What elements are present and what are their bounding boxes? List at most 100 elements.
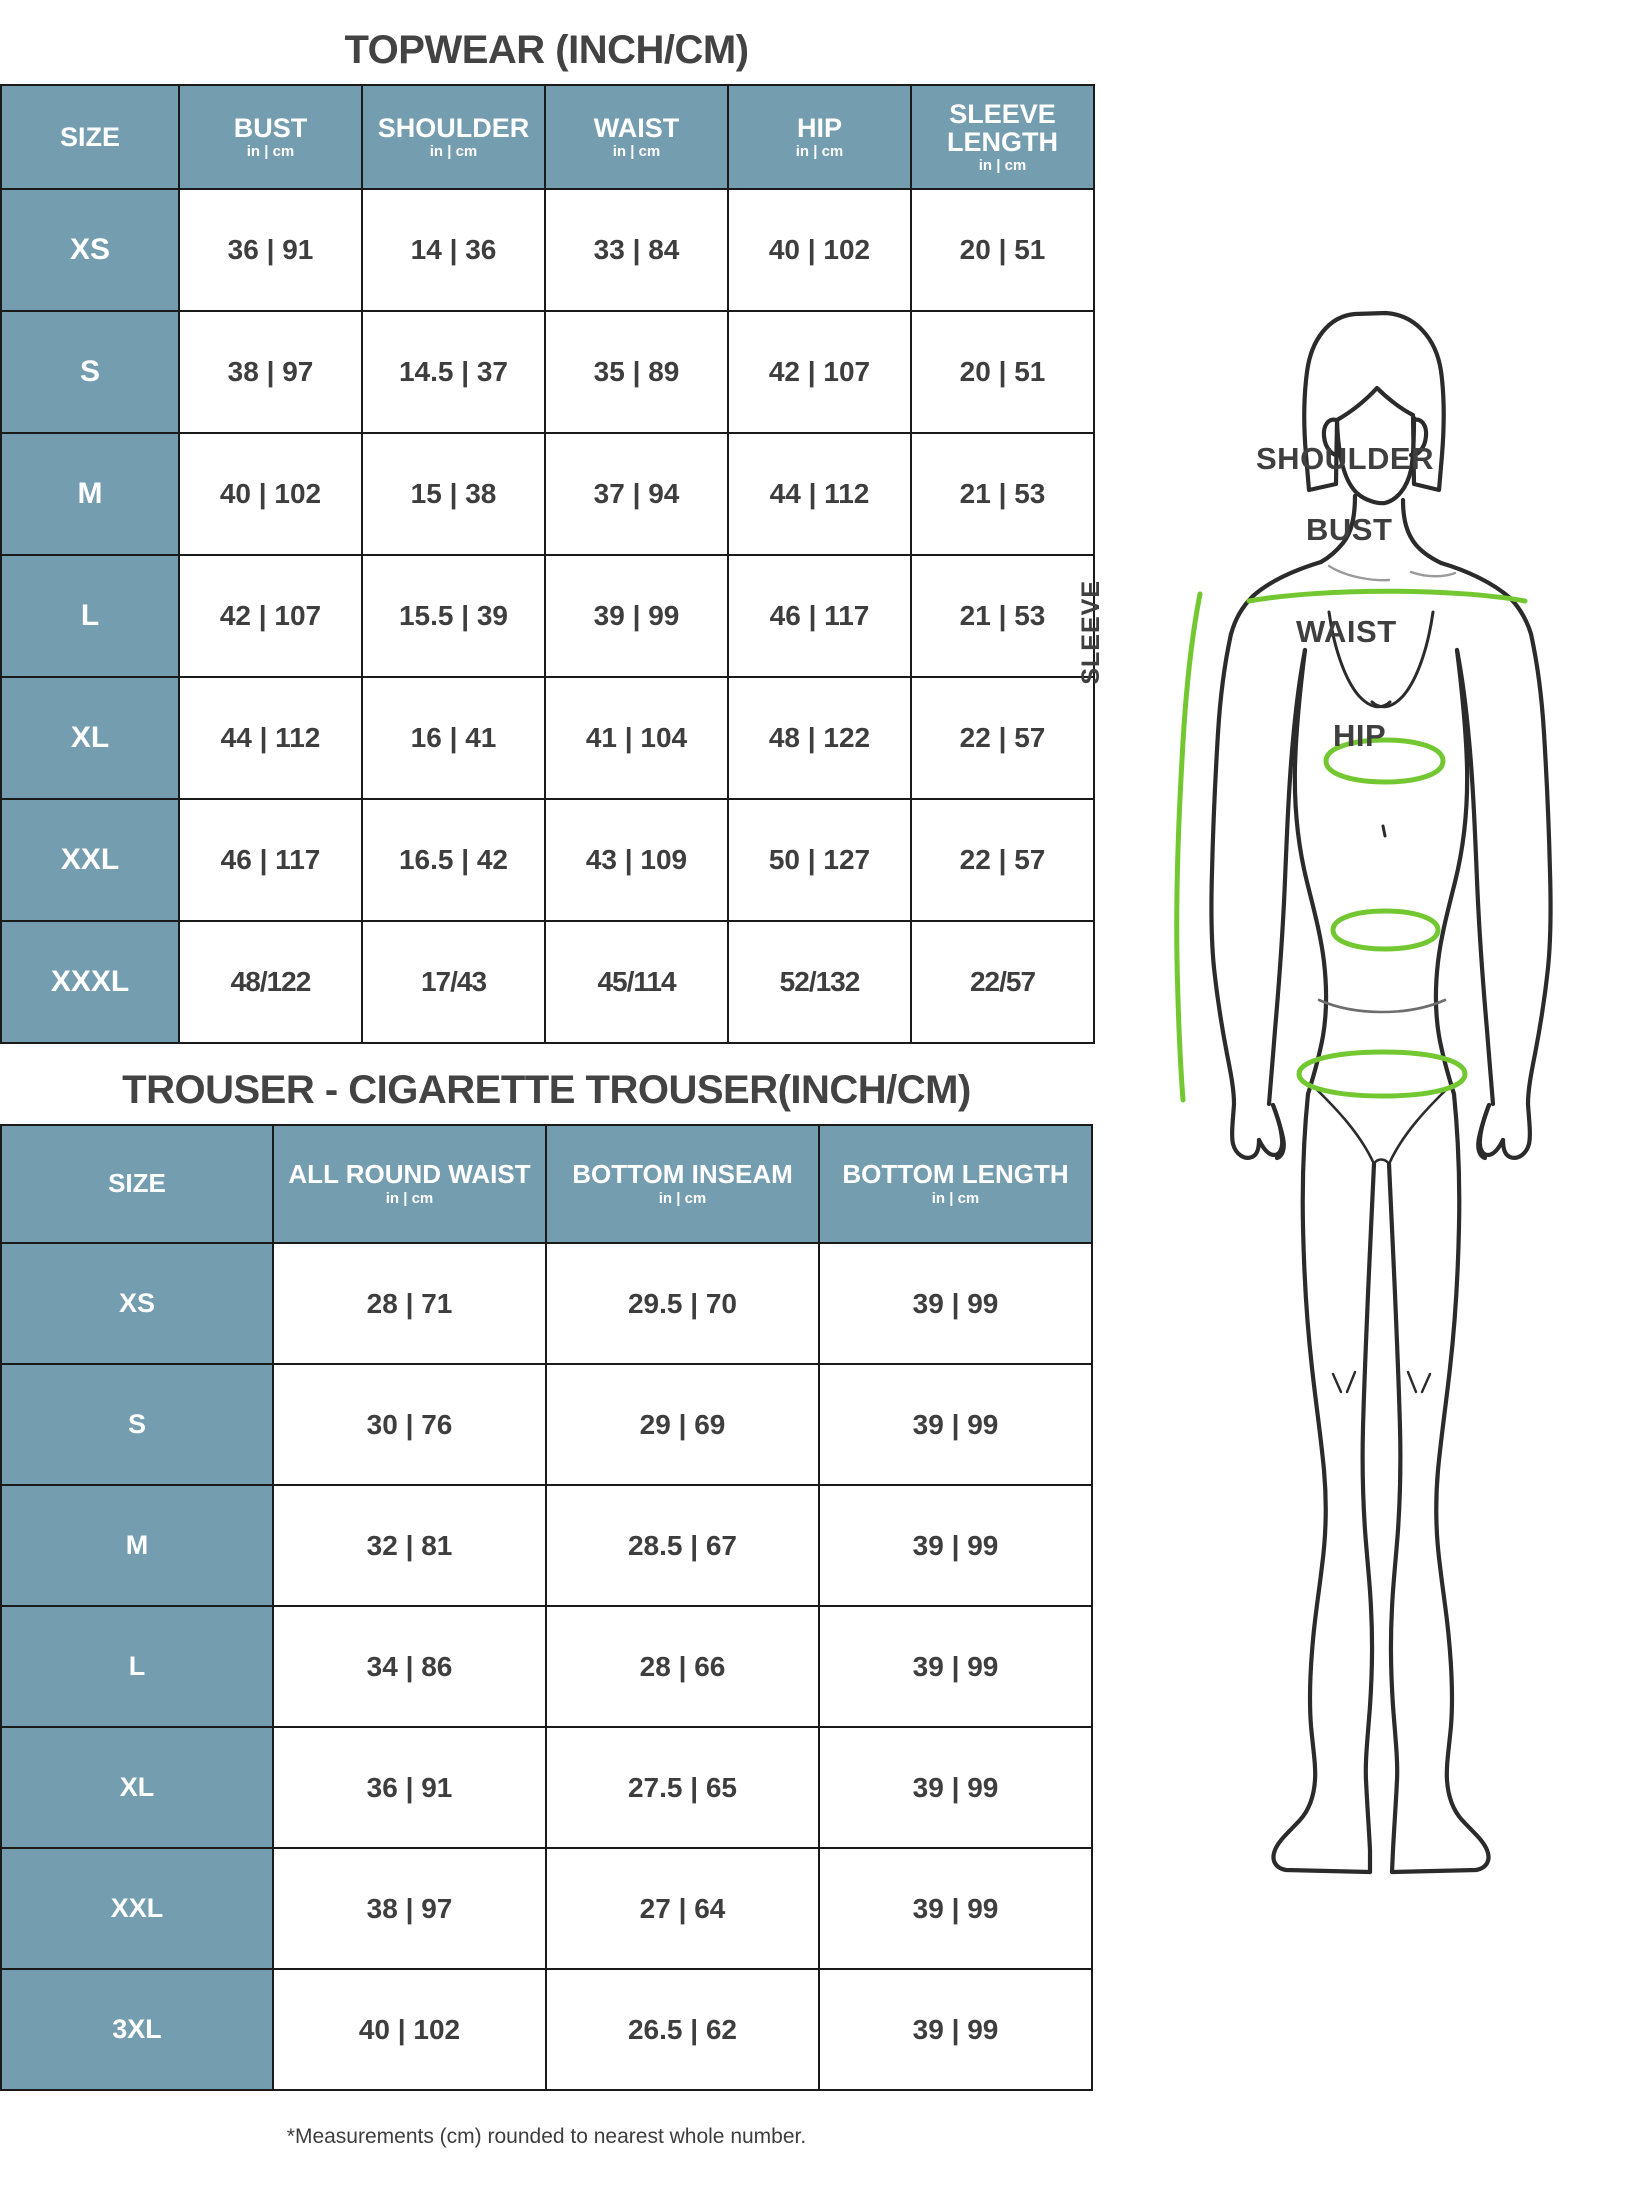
size-label: XXL xyxy=(0,798,180,922)
sleeve-value: 22 | 57 xyxy=(910,798,1095,922)
hip-value: 42 | 107 xyxy=(727,310,912,434)
bottom-inseam-value: 28.5 | 67 xyxy=(545,1484,820,1607)
shoulder-value: 17/43 xyxy=(361,920,546,1044)
size-label: M xyxy=(0,1484,274,1607)
col-title: WAIST xyxy=(593,112,680,143)
trouser-col-all-round-waist: ALL ROUND WAIST in | cm xyxy=(272,1124,547,1244)
shoulder-value: 14.5 | 37 xyxy=(361,310,546,434)
waist-value: 43 | 109 xyxy=(544,798,729,922)
figure-label-shoulder: SHOULDER xyxy=(1256,441,1434,476)
bottom-inseam-value: 27.5 | 65 xyxy=(545,1726,820,1849)
waist-value: 45/114 xyxy=(544,920,729,1044)
col-units: in | cm xyxy=(612,143,661,161)
trouser-col-size: SIZE xyxy=(0,1124,274,1244)
figure-label-waist: WAIST xyxy=(1296,614,1397,649)
col-units: in | cm xyxy=(385,1189,434,1207)
bottom-inseam-value: 27 | 64 xyxy=(545,1847,820,1970)
bottom-inseam-value: 26.5 | 62 xyxy=(545,1968,820,2091)
table-row: L 34 | 86 28 | 66 39 | 99 xyxy=(0,1605,1093,1728)
shoulder-value: 16.5 | 42 xyxy=(361,798,546,922)
all-round-waist-value: 32 | 81 xyxy=(272,1484,547,1607)
figure-label-hip: HIP xyxy=(1333,718,1387,753)
sleeve-tape-line xyxy=(1174,591,1203,1103)
col-title: SHOULDER xyxy=(377,112,530,143)
shoulder-value: 15.5 | 39 xyxy=(361,554,546,678)
col-title: SLEEVE LENGTH xyxy=(947,98,1058,157)
sleeve-value: 21 | 53 xyxy=(910,432,1095,556)
bottom-inseam-value: 29 | 69 xyxy=(545,1363,820,1486)
bottom-length-value: 39 | 99 xyxy=(818,1363,1093,1486)
size-label: XL xyxy=(0,676,180,800)
all-round-waist-value: 30 | 76 xyxy=(272,1363,547,1486)
table-row: M 32 | 81 28.5 | 67 39 | 99 xyxy=(0,1484,1093,1607)
bottom-length-value: 39 | 99 xyxy=(818,1484,1093,1607)
bust-value: 46 | 117 xyxy=(178,798,363,922)
waist-value: 33 | 84 xyxy=(544,188,729,312)
waist-value: 35 | 89 xyxy=(544,310,729,434)
bust-value: 36 | 91 xyxy=(178,188,363,312)
hip-value: 50 | 127 xyxy=(727,798,912,922)
hip-tape-ellipse xyxy=(1296,1049,1468,1099)
topwear-col-hip: HIP in | cm xyxy=(727,84,912,190)
col-units: in | cm xyxy=(658,1189,707,1207)
trouser-col-bottom-inseam: BOTTOM INSEAM in | cm xyxy=(545,1124,820,1244)
size-label: L xyxy=(0,1605,274,1728)
col-units: in | cm xyxy=(246,143,295,161)
topwear-col-size: SIZE xyxy=(0,84,180,190)
size-label: M xyxy=(0,432,180,556)
sleeve-value: 21 | 53 xyxy=(910,554,1095,678)
bust-tape-ellipse xyxy=(1323,737,1446,785)
table-row: XL 36 | 91 27.5 | 65 39 | 99 xyxy=(0,1726,1093,1849)
size-label: XL xyxy=(0,1726,274,1849)
hip-value: 44 | 112 xyxy=(727,432,912,556)
topwear-title: TOPWEAR (INCH/CM) xyxy=(344,28,749,72)
waist-tape-ellipse xyxy=(1330,908,1441,952)
table-row: 3XL 40 | 102 26.5 | 62 39 | 99 xyxy=(0,1968,1093,2091)
topwear-col-sleeve-length: SLEEVE LENGTH in | cm xyxy=(910,84,1095,190)
trouser-header-row: SIZE ALL ROUND WAIST in | cm BOTTOM INSE… xyxy=(0,1124,1093,1244)
topwear-header-row: SIZE BUST in | cm SHOULDER in | cm WAIST… xyxy=(0,84,1095,190)
female-body-diagram xyxy=(1174,310,1553,1875)
table-row: M 40 | 102 15 | 38 37 | 94 44 | 112 21 |… xyxy=(0,432,1095,556)
table-row: XS 28 | 71 29.5 | 70 39 | 99 xyxy=(0,1242,1093,1365)
shoulder-value: 16 | 41 xyxy=(361,676,546,800)
sleeve-value: 20 | 51 xyxy=(910,310,1095,434)
tables-column: TOPWEAR (INCH/CM) SIZE BUST in | cm SHOU… xyxy=(0,28,1095,2148)
size-label: XXL xyxy=(0,1847,274,1970)
measurement-tape-lines xyxy=(1174,588,1528,1103)
bottom-length-value: 39 | 99 xyxy=(818,1605,1093,1728)
all-round-waist-value: 38 | 97 xyxy=(272,1847,547,1970)
body-figure-panel: SHOULDER BUST WAIST HIP SLEEVE xyxy=(1077,0,1652,2200)
col-title: SIZE xyxy=(59,121,120,152)
hip-value: 52/132 xyxy=(727,920,912,1044)
table-row: XL 44 | 112 16 | 41 41 | 104 48 | 122 22… xyxy=(0,676,1095,800)
shoulder-tape-line xyxy=(1246,588,1528,604)
col-units: in | cm xyxy=(429,143,478,161)
bottom-inseam-value: 29.5 | 70 xyxy=(545,1242,820,1365)
table-row: XXL 38 | 97 27 | 64 39 | 99 xyxy=(0,1847,1093,1970)
figure-label-bust: BUST xyxy=(1306,512,1393,547)
trouser-size-table: SIZE ALL ROUND WAIST in | cm BOTTOM INSE… xyxy=(0,1124,1093,2091)
bust-value: 38 | 97 xyxy=(178,310,363,434)
bust-value: 42 | 107 xyxy=(178,554,363,678)
bottom-length-value: 39 | 99 xyxy=(818,1242,1093,1365)
sleeve-value: 20 | 51 xyxy=(910,188,1095,312)
bottom-inseam-value: 28 | 66 xyxy=(545,1605,820,1728)
hip-value: 40 | 102 xyxy=(727,188,912,312)
size-label: XXXL xyxy=(0,920,180,1044)
col-title: ALL ROUND WAIST xyxy=(288,1159,531,1190)
size-label: XS xyxy=(0,188,180,312)
topwear-col-shoulder: SHOULDER in | cm xyxy=(361,84,546,190)
trouser-title: TROUSER - CIGARETTE TROUSER(INCH/CM) xyxy=(122,1068,971,1112)
figure-label-sleeve: SLEEVE xyxy=(1077,580,1105,685)
hip-value: 48 | 122 xyxy=(727,676,912,800)
all-round-waist-value: 34 | 86 xyxy=(272,1605,547,1728)
topwear-size-table: SIZE BUST in | cm SHOULDER in | cm WAIST… xyxy=(0,84,1095,1044)
hip-value: 46 | 117 xyxy=(727,554,912,678)
all-round-waist-value: 36 | 91 xyxy=(272,1726,547,1849)
shoulder-value: 14 | 36 xyxy=(361,188,546,312)
body-outline-icon xyxy=(1209,310,1553,1875)
table-row: S 38 | 97 14.5 | 37 35 | 89 42 | 107 20 … xyxy=(0,310,1095,434)
size-label: 3XL xyxy=(0,1968,274,2091)
bottom-length-value: 39 | 99 xyxy=(818,1847,1093,1970)
